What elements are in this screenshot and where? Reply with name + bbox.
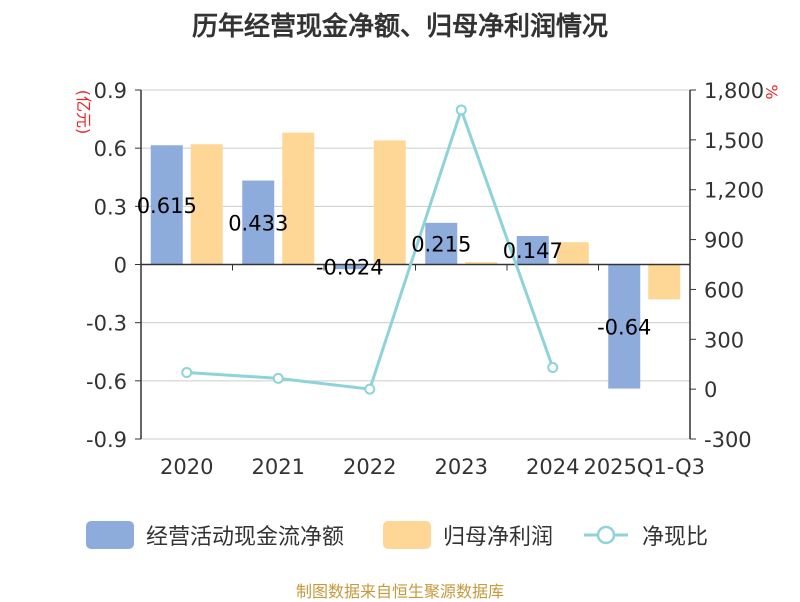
bar-operating-cash-flow: [333, 264, 366, 270]
y-left-tick-label: 0.6: [94, 137, 127, 161]
point-cash-ratio: [272, 372, 284, 384]
y-right-tick-label: 1,200: [704, 179, 764, 203]
legend-swatch-operating-cash-flow: [86, 521, 134, 549]
bar-operating-cash-flow: [608, 264, 641, 389]
y-left-tick-label: -0.9: [86, 428, 127, 452]
data-label-operating-cash-flow: 0.215: [411, 233, 471, 257]
legend: 经营活动现金流净额 归母净利润 净现比: [0, 518, 800, 552]
point-cash-ratio: [364, 383, 376, 395]
bar-net-profit: [190, 144, 223, 265]
x-tick-label: 2020: [160, 455, 213, 479]
bar-net-profit: [465, 262, 498, 265]
point-cash-ratio: [547, 362, 559, 374]
data-label-operating-cash-flow: 0.433: [228, 212, 288, 236]
y-right-tick-label: 900: [704, 229, 744, 253]
x-tick-label: 2025Q1-Q3: [583, 455, 705, 479]
data-label-operating-cash-flow: 0.615: [137, 194, 197, 218]
bar-operating-cash-flow: [150, 145, 183, 265]
y-right-tick-label: -300: [704, 428, 752, 452]
x-tick-label: 2023: [435, 455, 488, 479]
data-source: 制图数据来自恒生聚源数据库: [295, 582, 504, 601]
y-right-tick-label: 600: [704, 278, 744, 302]
legend-label-net-profit: 归母净利润: [443, 525, 554, 550]
bar-net-profit: [373, 140, 406, 265]
data-label-operating-cash-flow: -0.024: [316, 256, 384, 280]
bar-net-profit: [556, 242, 589, 265]
y-left-tick-label: 0: [114, 254, 127, 278]
legend-label-operating-cash-flow: 经营活动现金流净额: [146, 525, 345, 550]
bar-net-profit: [282, 132, 315, 265]
bar-operating-cash-flow: [425, 222, 458, 265]
x-tick-label: 2021: [252, 455, 305, 479]
line-cash-ratio: [186, 105, 555, 391]
y-right-tick-label: 1,800: [704, 79, 764, 103]
y-left-tick-label: -0.6: [86, 370, 127, 394]
legend-item-operating-cash-flow[interactable]: 经营活动现金流净额: [86, 518, 344, 552]
legend-line-icon: [584, 525, 628, 545]
y-left-tick-label: -0.3: [86, 312, 127, 336]
y-right-tick-label: 300: [704, 328, 744, 352]
bar-operating-cash-flow: [242, 180, 275, 265]
y-right-tick-label: 1,500: [704, 129, 764, 153]
data-label-operating-cash-flow: -0.64: [597, 316, 651, 340]
bar-operating-cash-flow: [516, 235, 549, 265]
chart-title: 历年经营现金净额、归母净利润情况: [191, 12, 608, 42]
x-tick-label: 2024: [526, 455, 579, 479]
legend-item-net-profit[interactable]: 归母净利润: [383, 518, 553, 552]
bar-net-profit: [648, 264, 681, 300]
y-right-unit-label: %: [762, 84, 781, 99]
data-label-operating-cash-flow: 0.147: [503, 239, 563, 263]
y-right-tick-label: 0: [704, 378, 717, 402]
legend-swatch-net-profit: [383, 521, 431, 549]
point-cash-ratio: [181, 367, 193, 379]
x-tick-label: 2022: [343, 455, 396, 479]
y-left-tick-label: 0.3: [94, 195, 127, 219]
legend-item-cash-ratio[interactable]: 净现比: [582, 518, 708, 552]
y-left-tick-label: 0.9: [94, 79, 127, 103]
legend-label-cash-ratio: 净现比: [642, 525, 709, 550]
y-left-unit-label: (亿元): [74, 90, 93, 135]
point-cash-ratio: [455, 104, 467, 116]
